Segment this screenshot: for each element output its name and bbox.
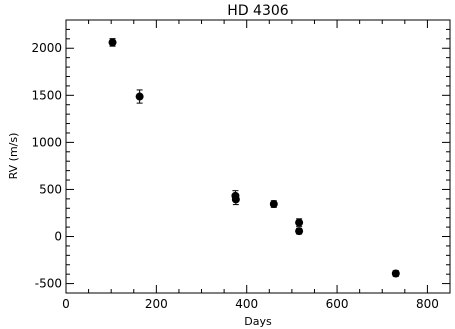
- y-tick-label: 0: [54, 230, 62, 244]
- chart-title: HD 4306: [227, 3, 288, 19]
- data-marker: [108, 38, 117, 47]
- data-marker: [295, 227, 304, 236]
- y-tick-label: 500: [39, 182, 62, 196]
- data-points: [108, 38, 400, 278]
- data-point: [231, 193, 240, 206]
- data-marker: [135, 92, 144, 101]
- data-marker: [391, 269, 400, 278]
- data-point: [269, 200, 278, 209]
- x-tick-label: 800: [416, 297, 439, 311]
- x-axis-label: Days: [244, 315, 272, 328]
- y-axis-label: RV (m/s): [7, 133, 20, 180]
- data-point: [135, 89, 144, 104]
- data-point: [391, 269, 400, 278]
- y-tick-label: 2000: [31, 41, 62, 55]
- data-marker: [295, 218, 304, 227]
- y-tick-label: 1500: [31, 88, 62, 102]
- x-tick-label: 600: [326, 297, 349, 311]
- data-point: [108, 38, 117, 47]
- data-marker: [269, 200, 278, 209]
- data-point: [295, 227, 304, 236]
- x-tick-label: 400: [235, 297, 258, 311]
- y-tick-label: 1000: [31, 135, 62, 149]
- y-tick-label: -500: [35, 277, 62, 291]
- data-point: [295, 218, 304, 227]
- data-marker: [231, 195, 240, 204]
- x-tick-label: 200: [145, 297, 168, 311]
- plot-frame: [65, 19, 451, 294]
- x-tick-label: 0: [62, 297, 70, 311]
